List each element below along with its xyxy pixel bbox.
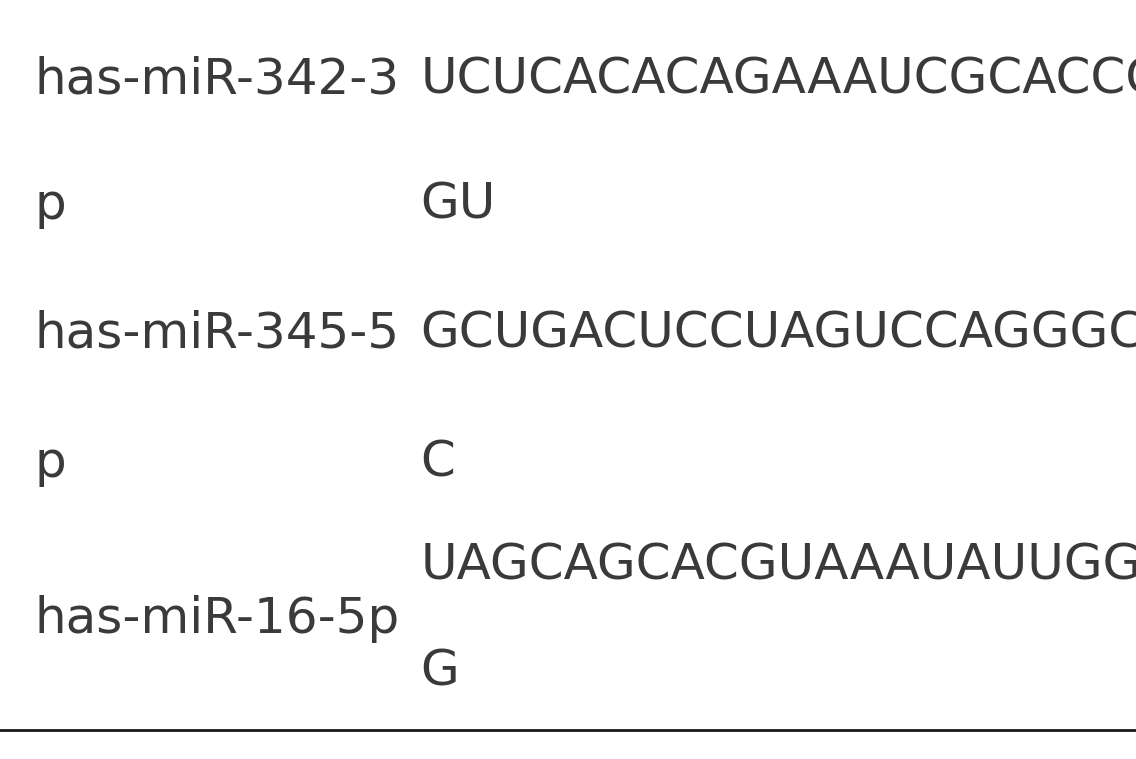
Text: p: p <box>34 181 66 229</box>
Text: GU: GU <box>420 181 495 229</box>
Text: UCUCACACAGAAAUCGCACCC: UCUCACACAGAAAUCGCACCC <box>420 55 1136 104</box>
Text: has-miR-16-5p: has-miR-16-5p <box>34 594 400 643</box>
Text: G: G <box>420 647 459 696</box>
Text: has-miR-345-5: has-miR-345-5 <box>34 310 399 358</box>
Text: has-miR-342-3: has-miR-342-3 <box>34 55 399 104</box>
Text: C: C <box>420 439 456 487</box>
Text: GCUGACUCCUAGUCCAGGGCU: GCUGACUCCUAGUCCAGGGCU <box>420 310 1136 358</box>
Text: UAGCAGCACGUAAAUAUUGGC: UAGCAGCACGUAAAUAUUGGC <box>420 541 1136 590</box>
Text: p: p <box>34 439 66 487</box>
